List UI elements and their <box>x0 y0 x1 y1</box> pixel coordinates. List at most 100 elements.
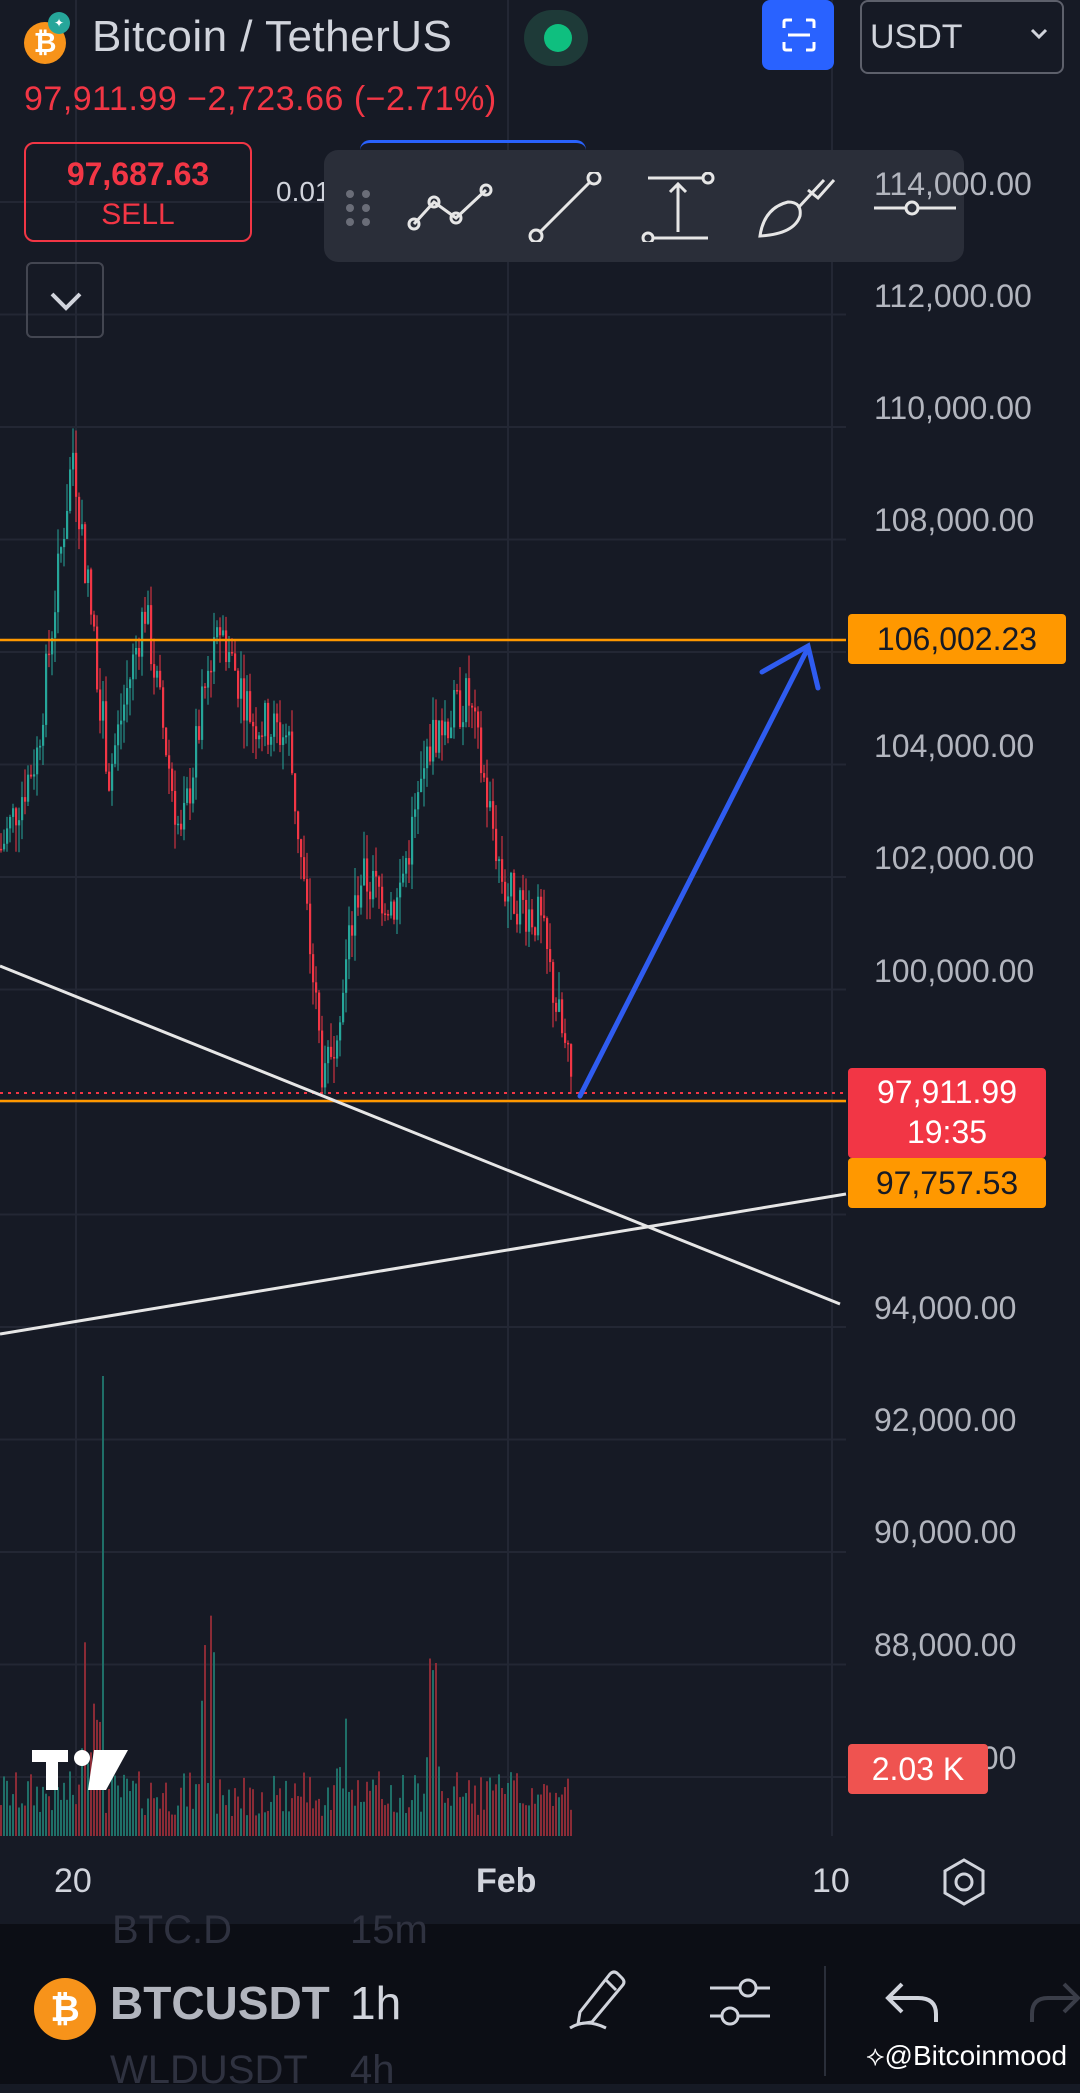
volume-bar <box>240 1808 242 1836</box>
candle-body <box>309 903 312 955</box>
horizontal-ray-icon[interactable] <box>870 172 960 242</box>
volume-bar <box>315 1800 317 1836</box>
tradingview-logo-icon <box>32 1750 128 1790</box>
volume-bar <box>336 1768 338 1836</box>
volume-bar <box>195 1784 197 1836</box>
time-axis-label: 10 <box>812 1862 850 1900</box>
volume-bar <box>570 1809 572 1836</box>
candle-body <box>360 885 363 908</box>
undo-icon[interactable] <box>884 1978 940 2026</box>
candle-body <box>396 897 399 920</box>
volume-bar <box>54 1772 56 1836</box>
volume-bar <box>345 1718 347 1836</box>
fullscreen-button[interactable] <box>762 0 834 70</box>
bitcoin-symbol-icon: ₿ <box>34 1978 96 2040</box>
volume-bar <box>312 1808 314 1836</box>
candle-body <box>255 726 258 740</box>
sell-button[interactable]: 97,687.63 SELL <box>24 142 252 242</box>
volume-bar <box>156 1797 158 1836</box>
candle-body <box>474 707 477 712</box>
volume-bar <box>456 1772 458 1836</box>
candle-body <box>186 788 189 803</box>
brush-icon[interactable] <box>754 172 844 242</box>
volume-bar <box>90 1752 92 1836</box>
candle-body <box>126 688 129 705</box>
candle-body <box>201 686 204 740</box>
candle-body <box>57 553 60 613</box>
bottom-toolbar: BTC.D 15m WLDUSDT 4h <box>0 1908 1080 2092</box>
volume-bar <box>72 1794 74 1836</box>
resistance-price-tag[interactable]: 106,002.23 <box>848 614 1066 664</box>
candle-body <box>450 727 453 739</box>
candle-body <box>357 895 360 908</box>
volume-bar <box>267 1810 269 1836</box>
volume-bar <box>135 1783 137 1836</box>
candle-body <box>102 701 105 721</box>
volume-bar <box>126 1778 128 1836</box>
candle-body <box>231 652 234 654</box>
support-price-tag[interactable]: 97,757.53 <box>848 1158 1046 1208</box>
candle-body <box>204 686 207 688</box>
volume-bar <box>9 1805 11 1836</box>
volume-bar <box>552 1805 554 1836</box>
candle-body <box>561 999 564 1034</box>
polyline-icon[interactable] <box>406 172 496 242</box>
ascending-trend-line[interactable] <box>0 1192 847 1336</box>
candle-body <box>45 653 48 725</box>
volume-bar <box>108 1788 110 1836</box>
descending-trend-line[interactable] <box>0 964 841 1306</box>
symbol-picker[interactable]: BTCUSDT <box>110 1977 330 2029</box>
interval-picker[interactable]: 1h <box>350 1977 402 2029</box>
price-axis-label: 108,000.00 <box>874 502 1035 538</box>
price-axis-label: 100,000.00 <box>874 953 1035 989</box>
candle-body <box>372 870 375 900</box>
price-axis-label: 94,000.00 <box>874 1290 1017 1326</box>
collapse-toggle-button[interactable] <box>26 262 104 338</box>
trend-line-icon[interactable] <box>522 172 612 242</box>
volume-bar <box>420 1811 422 1836</box>
volume-bar <box>294 1783 296 1836</box>
candle-body <box>546 918 549 950</box>
candle-body <box>210 670 213 673</box>
bullish-projection-arrow[interactable] <box>577 642 821 1099</box>
volume-bar <box>57 1787 59 1836</box>
volume-bar <box>372 1779 374 1836</box>
candle-body <box>252 721 255 727</box>
price-change-line: 97,911.99 −2,723.66 (−2.71%) <box>24 80 497 118</box>
candle-body <box>510 872 513 897</box>
candle-body <box>9 816 12 829</box>
candle-body <box>198 726 201 740</box>
candle-body <box>417 792 420 810</box>
symbol-title[interactable]: Bitcoin / TetherUS <box>92 12 453 61</box>
candle-body <box>132 654 135 680</box>
volume-bar <box>483 1809 485 1836</box>
volume-bar <box>357 1780 359 1836</box>
candle-body <box>555 1002 558 1012</box>
drag-handle-icon[interactable] <box>338 172 378 242</box>
sell-label: SELL <box>101 198 175 231</box>
currency-select[interactable]: USDT <box>860 0 1064 74</box>
volume-bar <box>141 1808 143 1836</box>
chart-settings-icon[interactable] <box>938 1856 990 1908</box>
volume-bar <box>270 1801 272 1836</box>
candle-body <box>537 896 540 936</box>
buy-button[interactable] <box>360 140 586 153</box>
ghost-interval-previous: 15m <box>350 1908 428 1952</box>
candle-body <box>552 962 555 1003</box>
volume-bar <box>381 1798 383 1836</box>
candle-body <box>525 899 528 932</box>
drawing-pencil-icon[interactable] <box>566 1966 630 2032</box>
candle-body <box>567 1042 570 1045</box>
candle-body <box>429 746 432 762</box>
price-chart[interactable] <box>0 0 1080 1924</box>
indicators-sliders-icon[interactable] <box>708 1974 772 2030</box>
candle-body <box>486 777 489 808</box>
volume-bar <box>504 1794 506 1836</box>
last-price-tag: 97,911.99 19:35 <box>848 1068 1046 1158</box>
redo-icon[interactable] <box>1030 1978 1080 2026</box>
volume-bar <box>459 1797 461 1836</box>
price-range-icon[interactable] <box>638 172 728 242</box>
candle-body <box>249 691 252 722</box>
candle-body <box>420 778 423 793</box>
volume-bar <box>537 1794 539 1836</box>
